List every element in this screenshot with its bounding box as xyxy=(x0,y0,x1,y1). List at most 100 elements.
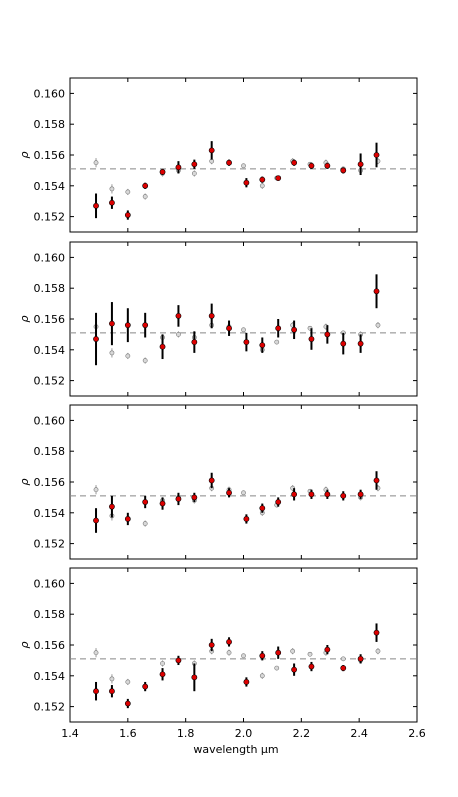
data-point xyxy=(373,629,380,636)
reference-point xyxy=(209,158,215,164)
reference-point xyxy=(241,327,246,333)
data-point xyxy=(191,339,198,345)
data-point xyxy=(109,688,115,695)
y-tick-label: 0.152 xyxy=(34,538,66,551)
data-point xyxy=(308,491,315,498)
x-tick-label: 1.8 xyxy=(177,727,195,740)
data-point xyxy=(373,477,380,484)
y-tick-label: 0.154 xyxy=(34,507,66,520)
data-point xyxy=(324,162,331,169)
y-tick-label: 0.154 xyxy=(34,670,66,683)
data-point xyxy=(357,491,364,498)
y-tick-label: 0.158 xyxy=(34,282,66,295)
y-tick-label: 0.160 xyxy=(34,251,66,264)
reference-point xyxy=(142,521,148,526)
y-tick-label: 0.160 xyxy=(34,87,66,100)
data-point xyxy=(243,339,250,345)
y-tick-label: 0.156 xyxy=(34,639,66,652)
data-point xyxy=(124,212,131,218)
data-point xyxy=(226,489,232,496)
reference-point xyxy=(142,358,148,363)
data-point xyxy=(340,665,347,671)
reference-point xyxy=(259,673,265,679)
reference-point xyxy=(125,679,131,685)
y-tick-label: 0.158 xyxy=(34,445,66,458)
data-point xyxy=(226,159,232,166)
data-point xyxy=(291,159,298,166)
data-point xyxy=(324,491,331,498)
y-tick-label: 0.156 xyxy=(34,149,66,162)
data-point xyxy=(308,336,315,342)
x-tick-label: 2.6 xyxy=(408,727,426,740)
data-point xyxy=(208,313,215,319)
data-point xyxy=(109,199,115,206)
data-point xyxy=(259,505,266,512)
y-axis-label: ρ xyxy=(18,641,31,648)
reference-point xyxy=(109,676,115,682)
data-point xyxy=(308,663,315,670)
reference-point xyxy=(274,665,280,671)
chart-panel-4: 0.152 0.154 0.156 0.158 0.160 1.4 1.6 1.8 2.0 2.2… xyxy=(18,567,426,740)
reference-point xyxy=(375,322,381,328)
x-tick-label: 1.4 xyxy=(61,727,79,740)
data-point xyxy=(243,516,250,522)
reference-point xyxy=(259,183,265,189)
y-tick-label: 0.152 xyxy=(34,701,66,714)
y-tick-label: 0.156 xyxy=(34,476,66,489)
x-tick-label: 2.2 xyxy=(293,727,311,740)
reference-point xyxy=(191,171,197,176)
reference-point xyxy=(340,656,346,662)
reference-point xyxy=(93,160,99,166)
data-point xyxy=(159,671,166,678)
reference-point xyxy=(241,163,246,169)
data-point xyxy=(175,657,182,664)
data-point xyxy=(275,649,282,656)
data-point xyxy=(357,340,364,347)
data-point xyxy=(324,646,331,653)
y-tick-label: 0.156 xyxy=(34,313,66,326)
data-point xyxy=(191,161,198,168)
y-tick-label: 0.158 xyxy=(34,608,66,621)
data-point xyxy=(308,162,315,169)
data-point xyxy=(259,342,266,349)
data-point xyxy=(142,182,149,189)
data-point xyxy=(93,336,99,342)
chart-panel-1: 0.152 0.154 0.156 0.158 0.160 ρ xyxy=(18,77,418,233)
data-point xyxy=(142,683,149,690)
data-point xyxy=(243,179,250,186)
data-point xyxy=(208,477,215,484)
y-tick-label: 0.158 xyxy=(34,118,66,131)
x-tick-label: 2.0 xyxy=(235,727,253,740)
y-axis-label: ρ xyxy=(18,315,31,322)
data-point xyxy=(93,202,99,209)
reference-point xyxy=(241,490,246,496)
data-point xyxy=(175,164,182,171)
y-tick-label: 0.154 xyxy=(34,344,66,357)
data-point xyxy=(243,679,250,685)
data-point xyxy=(109,320,115,327)
reference-point xyxy=(93,650,99,656)
data-point xyxy=(324,331,331,338)
chart-panel-2: 0.152 0.154 0.156 0.158 0.160 ρ xyxy=(18,241,418,397)
reference-point xyxy=(142,194,148,199)
data-point xyxy=(142,322,149,329)
data-point xyxy=(291,326,298,333)
y-tick-label: 0.160 xyxy=(34,577,66,590)
data-point xyxy=(357,161,364,168)
reference-point xyxy=(125,189,131,195)
reference-point xyxy=(109,186,115,192)
y-axis-label: ρ xyxy=(18,478,31,485)
reference-point xyxy=(109,350,115,356)
data-point xyxy=(124,516,131,522)
data-point xyxy=(259,652,266,659)
data-point xyxy=(373,152,380,158)
data-point xyxy=(124,322,131,329)
reference-point xyxy=(290,648,296,654)
data-point xyxy=(208,642,215,648)
data-point xyxy=(340,492,347,499)
reference-point xyxy=(274,339,280,345)
data-point xyxy=(291,666,298,673)
panels: 0.152 0.154 0.156 0.158 0.160 ρ 0.152 0.154 0.15… xyxy=(18,77,426,740)
reference-point xyxy=(375,648,381,654)
